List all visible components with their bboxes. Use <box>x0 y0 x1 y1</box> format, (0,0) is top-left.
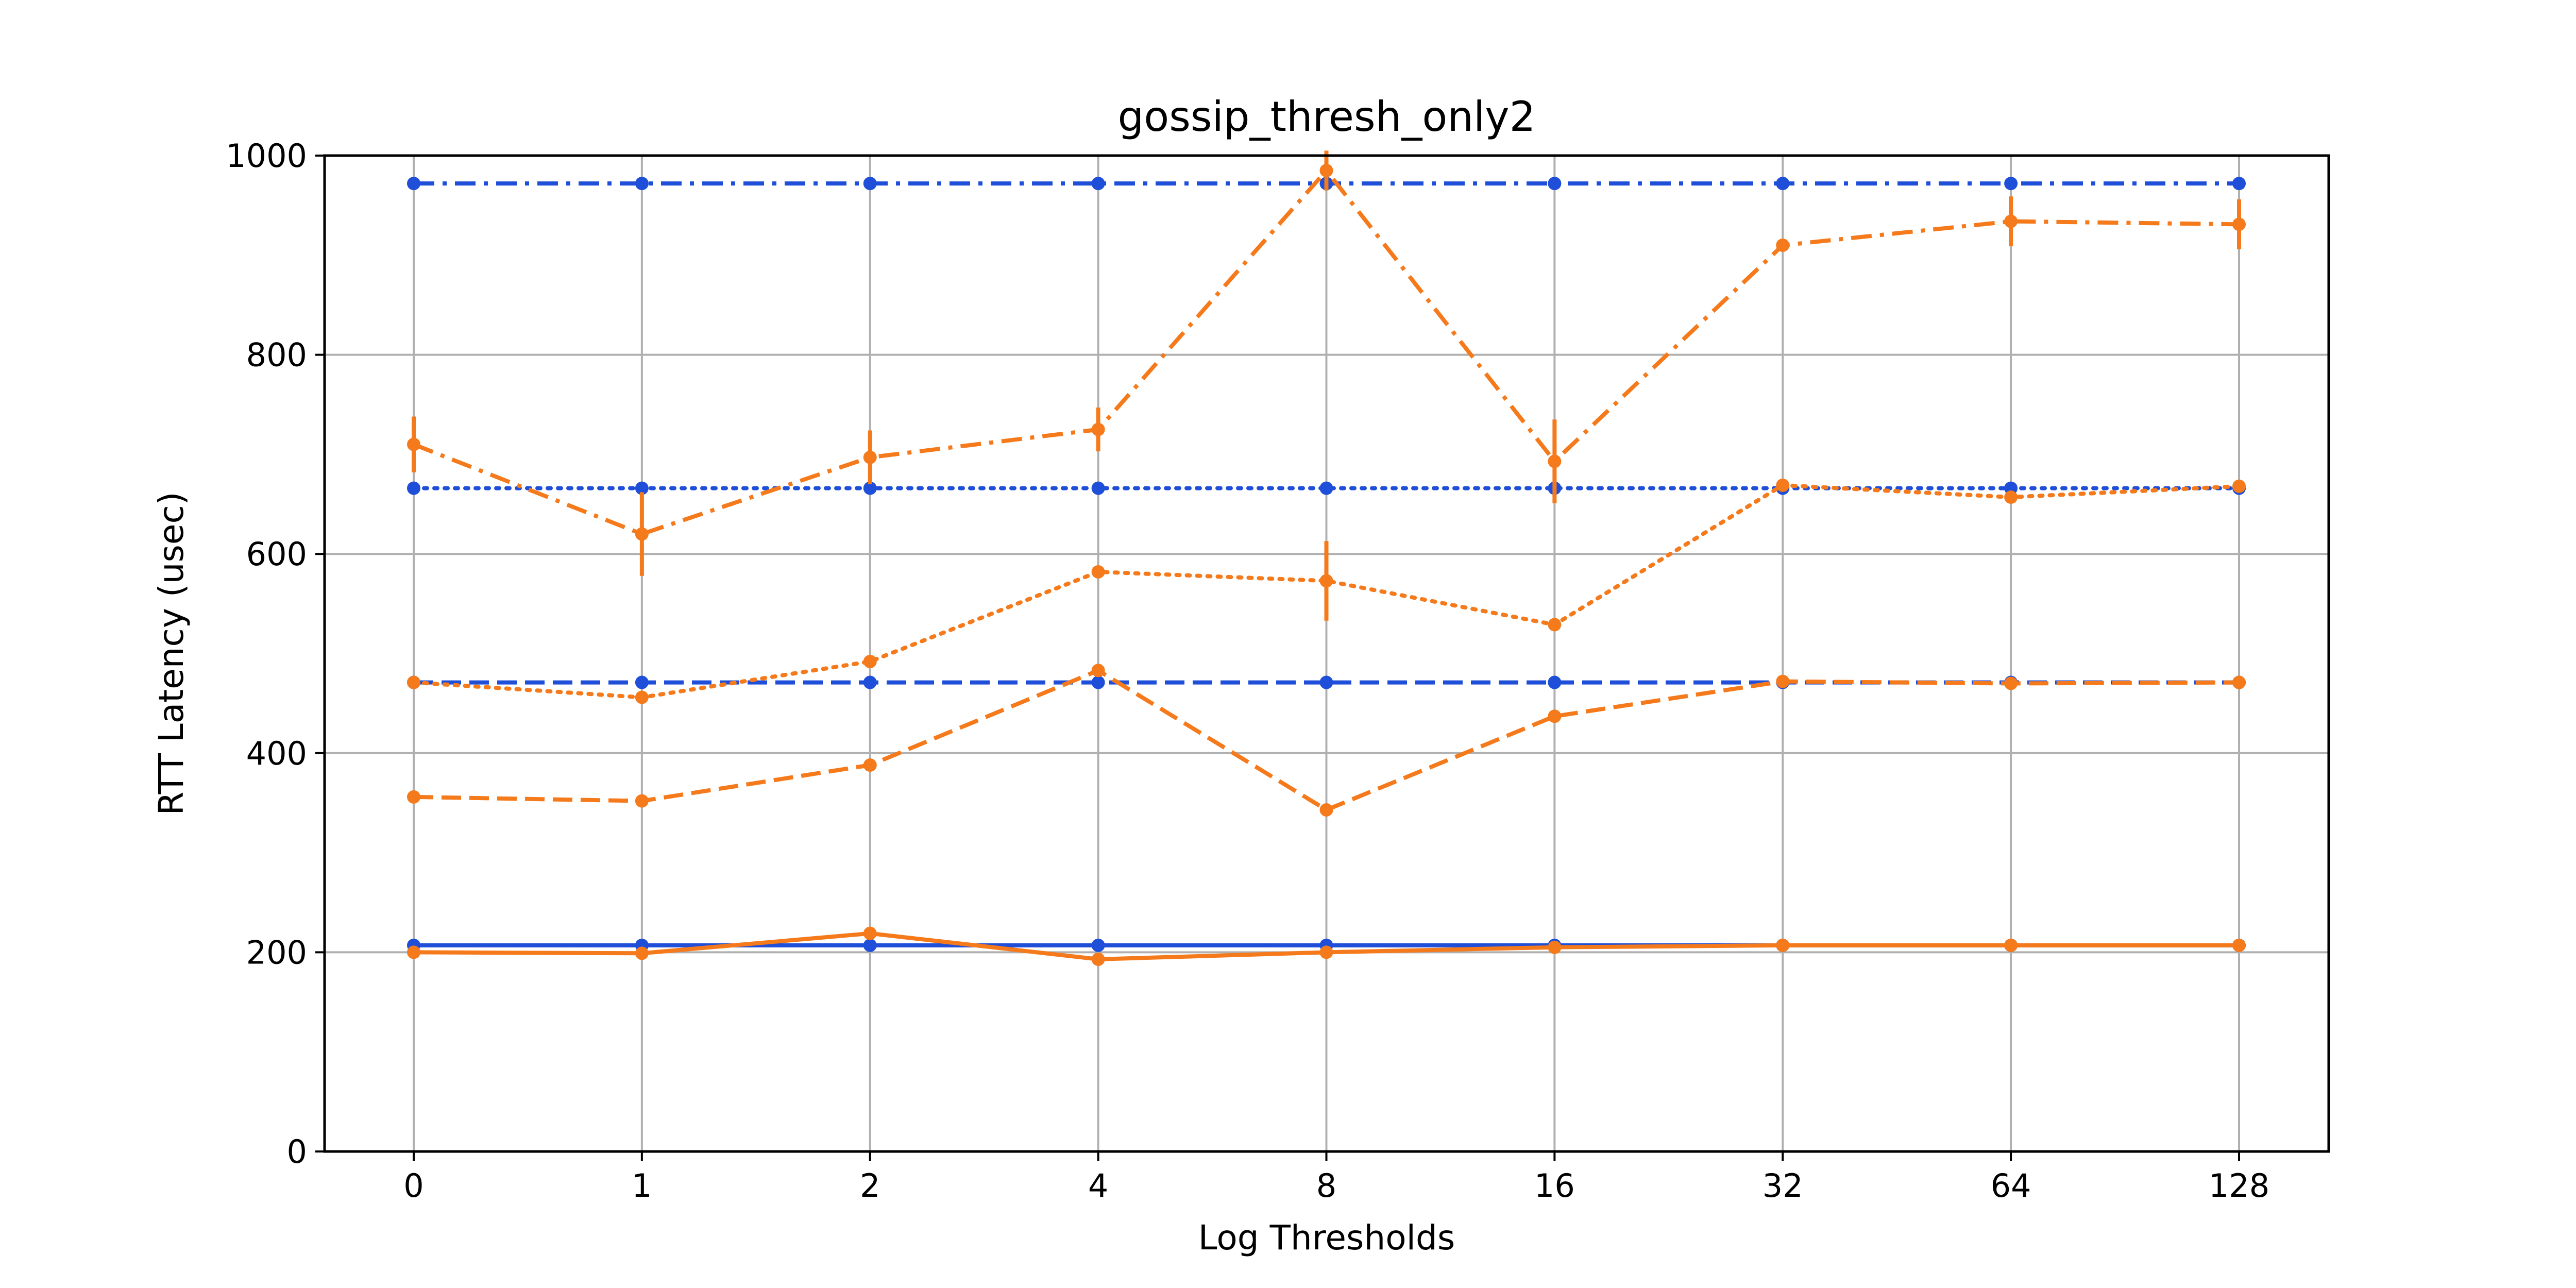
data-point <box>407 481 420 495</box>
data-point <box>2232 217 2246 231</box>
data-point <box>2004 177 2018 191</box>
series-4 <box>407 664 2246 817</box>
data-point <box>2004 490 2018 504</box>
data-point <box>1091 565 1105 579</box>
series-6 <box>407 478 2246 704</box>
data-point <box>407 177 420 191</box>
data-point <box>1091 952 1105 966</box>
data-point <box>2232 479 2246 493</box>
series-2 <box>407 926 2246 966</box>
x-tick-label: 16 <box>1534 1167 1575 1205</box>
data-point <box>2004 938 2018 952</box>
data-point <box>1319 163 1333 177</box>
x-tick-label: 1 <box>632 1167 652 1205</box>
data-point <box>2232 675 2246 689</box>
data-point <box>2004 676 2018 690</box>
y-tick-label: 0 <box>287 1133 307 1171</box>
x-tick-label: 32 <box>1762 1167 1803 1205</box>
data-point <box>1776 674 1790 688</box>
data-point <box>1319 574 1333 588</box>
series-8 <box>407 150 2246 576</box>
data-point <box>407 437 420 451</box>
data-point <box>1091 177 1105 191</box>
data-point <box>863 675 877 689</box>
data-point <box>1091 481 1105 495</box>
data-point <box>635 675 649 689</box>
y-tick-label: 400 <box>246 735 307 772</box>
data-point <box>863 758 877 772</box>
data-point <box>2232 938 2246 952</box>
y-axis-label: RTT Latency (usec) <box>151 492 191 816</box>
data-point <box>863 177 877 191</box>
data-point <box>635 794 649 808</box>
x-tick-label: 8 <box>1316 1167 1336 1205</box>
data-point <box>1548 177 1562 191</box>
x-tick-label: 128 <box>2209 1167 2269 1205</box>
data-point <box>407 945 420 959</box>
data-point <box>1548 618 1562 632</box>
data-point <box>1319 945 1333 959</box>
data-point <box>1548 675 1562 689</box>
data-point <box>1548 454 1562 468</box>
data-point <box>863 654 877 668</box>
y-tick-label: 1000 <box>226 137 307 175</box>
data-point <box>2004 214 2018 228</box>
x-tick-label: 0 <box>403 1167 423 1205</box>
data-point <box>635 690 649 704</box>
ticks: 0 1 2 4 8 16 32 64 128 0 200 400 600 800 1000 <box>226 137 2269 1205</box>
data-point <box>863 938 877 952</box>
series-layer <box>407 150 2246 966</box>
data-point <box>1548 709 1562 723</box>
data-point <box>1776 478 1790 492</box>
y-tick-label: 600 <box>246 535 307 573</box>
data-point <box>863 450 877 464</box>
data-point <box>863 926 877 940</box>
data-point <box>1776 938 1790 952</box>
data-point <box>407 790 420 804</box>
data-point <box>1091 422 1105 436</box>
data-point <box>1319 481 1333 495</box>
data-point <box>1091 675 1105 689</box>
data-point <box>1091 664 1105 677</box>
data-point <box>1319 675 1333 689</box>
data-point <box>635 481 649 495</box>
data-point <box>1776 238 1790 252</box>
x-tick-label: 4 <box>1088 1167 1108 1205</box>
series-line <box>412 483 2241 700</box>
data-point <box>635 527 649 541</box>
data-point <box>1091 938 1105 952</box>
chart-title: gossip_thresh_only2 <box>1117 93 1535 141</box>
data-point <box>635 177 649 191</box>
data-point <box>635 946 649 960</box>
data-point <box>1776 177 1790 191</box>
data-point <box>1319 803 1333 817</box>
data-point <box>407 675 420 689</box>
data-point <box>1548 940 1562 954</box>
x-axis-label: Log Thresholds <box>1198 1218 1455 1258</box>
y-tick-label: 800 <box>246 336 307 374</box>
data-point <box>2232 177 2246 191</box>
y-tick-label: 200 <box>246 934 307 971</box>
x-tick-label: 2 <box>860 1167 880 1205</box>
data-point <box>863 481 877 495</box>
x-tick-label: 64 <box>1991 1167 2031 1205</box>
series-line <box>413 668 2240 812</box>
